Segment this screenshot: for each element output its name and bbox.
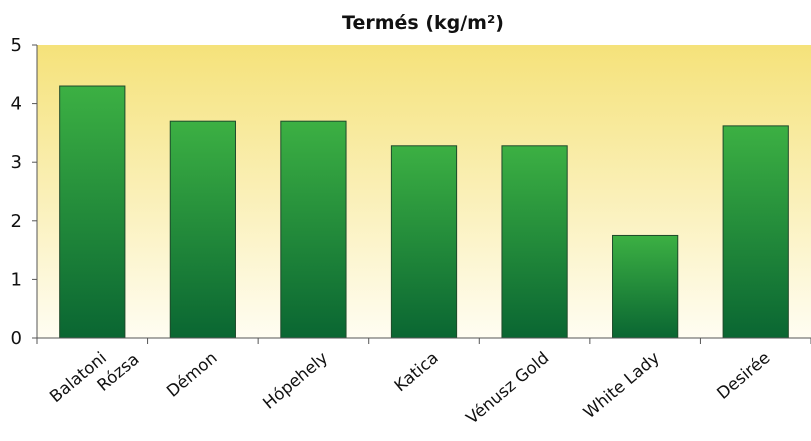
y-tick-label: 0 <box>11 328 22 349</box>
x-tick-label-group: Démon <box>163 348 221 401</box>
y-axis: 0 1 2 3 4 5 <box>11 35 38 349</box>
y-tick-label: 5 <box>11 35 22 56</box>
x-tick-label: Vénusz Gold <box>462 348 552 428</box>
bar <box>169 120 236 339</box>
x-tick-label: Hópehely <box>259 348 331 413</box>
bar <box>390 145 458 339</box>
x-tick-label-group: Katica <box>391 348 442 395</box>
x-tick-label-group: Desirée <box>713 348 773 403</box>
bar <box>722 125 789 339</box>
y-tick-label: 4 <box>11 94 22 115</box>
x-tick-label-group: Hópehely <box>259 348 331 413</box>
x-tick-label: Démon <box>163 348 221 401</box>
chart-title: Termés (kg/m²) <box>342 12 504 34</box>
x-tick-label-group: Vénusz Gold <box>462 348 552 428</box>
bar <box>501 145 568 339</box>
y-tick-label: 3 <box>11 152 22 173</box>
bar <box>59 85 126 339</box>
x-tick-label: Katica <box>391 348 442 395</box>
y-tick-label: 2 <box>11 211 22 232</box>
y-tick-label: 1 <box>11 269 22 290</box>
x-tick-label: White Lady <box>580 348 663 422</box>
bar <box>280 120 347 339</box>
x-tick-label-group: White Lady <box>580 348 663 422</box>
x-tick-label: Desirée <box>713 348 773 403</box>
bar <box>612 234 679 339</box>
